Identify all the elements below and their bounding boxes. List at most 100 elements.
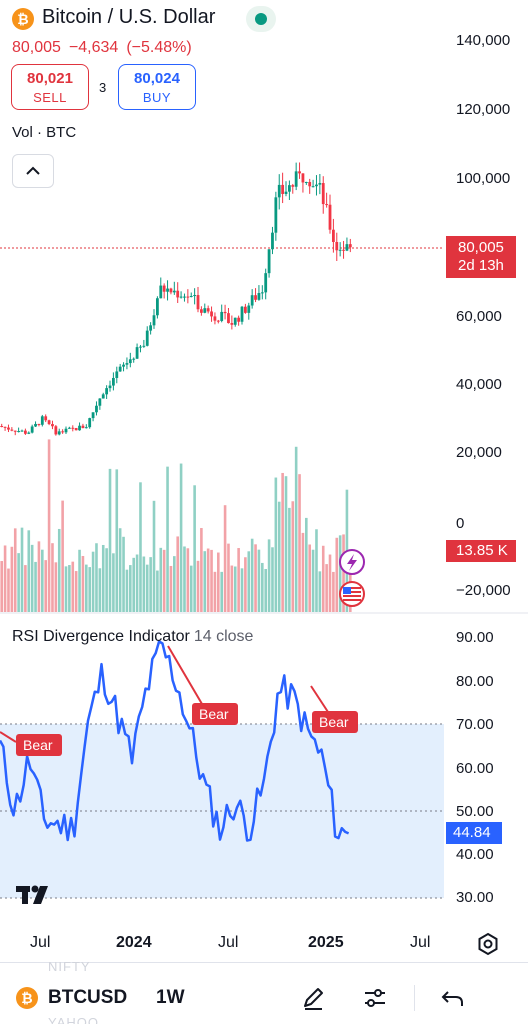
time-axis-label: 2024 xyxy=(116,934,152,951)
candle-body xyxy=(10,429,14,431)
volume-bar xyxy=(291,501,295,612)
bear-divergence-line xyxy=(167,645,203,705)
bear-divergences: Bear Bear Bear xyxy=(0,645,358,756)
candle-body xyxy=(291,185,295,187)
time-axis-label: Jul xyxy=(30,934,51,951)
candle-body xyxy=(149,325,153,331)
volume-bar xyxy=(311,549,315,612)
symbol-button[interactable]: BTCUSD xyxy=(48,987,128,1008)
volume-bar xyxy=(338,535,342,612)
volume-bar xyxy=(112,553,115,612)
volume-bar xyxy=(135,554,139,612)
volume-bar xyxy=(85,564,88,612)
volume-bar xyxy=(264,568,267,612)
candle-body xyxy=(342,249,345,251)
volume-legend[interactable]: Vol · BTC xyxy=(12,124,77,141)
symbol-title[interactable]: Bitcoin / U.S. Dollar xyxy=(42,6,216,28)
volume-bar xyxy=(217,552,220,612)
volume-bar xyxy=(321,545,325,612)
market-status-badge[interactable] xyxy=(246,6,276,32)
flash-icon[interactable] xyxy=(339,549,365,575)
candle-body xyxy=(186,296,190,298)
volume-bar xyxy=(284,476,288,612)
candle-body xyxy=(91,412,95,419)
price-axis-label: −20,000 xyxy=(456,582,511,599)
price-chart-canvas[interactable]: Bear Bear Bear xyxy=(0,0,528,960)
candle-body xyxy=(34,423,37,427)
volume-bar xyxy=(301,532,305,612)
price-axis-label: 0 xyxy=(456,515,465,532)
candle-body xyxy=(216,320,220,322)
candle-body xyxy=(108,385,112,389)
bear-label-2[interactable]: Bear xyxy=(192,703,238,725)
collapse-legend-button[interactable] xyxy=(12,154,54,188)
rsi-axis-label: 40.00 xyxy=(456,846,494,863)
bitcoin-icon[interactable]: ₿ xyxy=(12,8,34,30)
candle-body xyxy=(179,296,183,298)
candle-body xyxy=(152,315,156,326)
candle-body xyxy=(64,428,68,433)
candle-body xyxy=(298,171,301,174)
volume-bar xyxy=(0,561,3,612)
ghost-symbol-bottom: YAHOO xyxy=(48,1015,99,1024)
price-axis-label: 120,000 xyxy=(456,101,511,118)
volume-bar xyxy=(132,557,135,612)
candle-body xyxy=(240,306,244,322)
volume-bar xyxy=(78,549,81,612)
candle-body xyxy=(193,295,197,297)
volume-bar xyxy=(257,549,261,612)
chart-header: ₿ Bitcoin / U.S. Dollar 80,005 −4,634 (−5.… xyxy=(0,0,528,130)
candle-body xyxy=(17,431,21,433)
candle-body xyxy=(274,197,278,233)
price-axis-label: 100,000 xyxy=(456,170,511,187)
bear-label-3[interactable]: Bear xyxy=(312,711,358,733)
candle-body xyxy=(176,290,180,298)
rsi-legend[interactable]: RSI Divergence Indicator 14 close xyxy=(12,628,253,646)
tradingview-logo-icon[interactable] xyxy=(16,885,48,905)
volume-bar xyxy=(325,564,328,612)
candle-body xyxy=(227,313,230,324)
bear-label-1[interactable]: Bear xyxy=(16,734,62,756)
volume-bar xyxy=(227,543,230,612)
last-price-tag[interactable]: 80,005 2d 13h xyxy=(446,236,516,278)
price-change-line: 80,005 −4,634 (−5.48%) xyxy=(12,39,200,57)
volume-bar xyxy=(30,544,34,612)
chevron-up-icon xyxy=(26,166,40,175)
candle-body xyxy=(271,232,274,250)
candle-body xyxy=(67,427,71,429)
candle-body xyxy=(118,366,122,372)
change-percent: (−5.48%) xyxy=(126,39,192,56)
volume-bar xyxy=(210,549,213,612)
candle-body xyxy=(260,292,264,294)
volume-bar xyxy=(315,529,318,612)
candle-body xyxy=(243,306,247,313)
buy-button[interactable]: 80,024 BUY xyxy=(118,64,196,110)
us-flag-icon[interactable] xyxy=(339,581,365,607)
pencil-icon[interactable] xyxy=(298,983,328,1013)
settings-gear-icon[interactable] xyxy=(476,932,500,956)
buy-label: BUY xyxy=(142,90,172,105)
last-price-tag-value: 80,005 xyxy=(458,239,504,256)
candle-body xyxy=(145,330,149,346)
candle-body xyxy=(287,185,291,192)
volume-bar xyxy=(68,565,71,612)
candle-body xyxy=(27,432,31,434)
bitcoin-icon[interactable]: ₿ xyxy=(16,987,38,1009)
candle-body xyxy=(23,430,27,434)
candle-body xyxy=(348,244,352,248)
candle-body xyxy=(81,425,85,429)
volume-bar xyxy=(271,547,274,612)
undo-icon[interactable] xyxy=(438,983,468,1013)
sell-button[interactable]: 80,021 SELL xyxy=(11,64,89,110)
volume-bar xyxy=(318,571,322,612)
price-axis-label: 60,000 xyxy=(456,308,502,325)
interval-button[interactable]: 1W xyxy=(156,987,185,1008)
candle-body xyxy=(139,346,142,348)
sliders-icon[interactable] xyxy=(360,983,390,1013)
volume-bar xyxy=(294,446,298,612)
volume-bar xyxy=(305,517,308,612)
candle-body xyxy=(281,184,285,194)
candle-body xyxy=(125,363,129,365)
candle-body xyxy=(331,229,335,242)
volume-bar xyxy=(281,472,284,612)
